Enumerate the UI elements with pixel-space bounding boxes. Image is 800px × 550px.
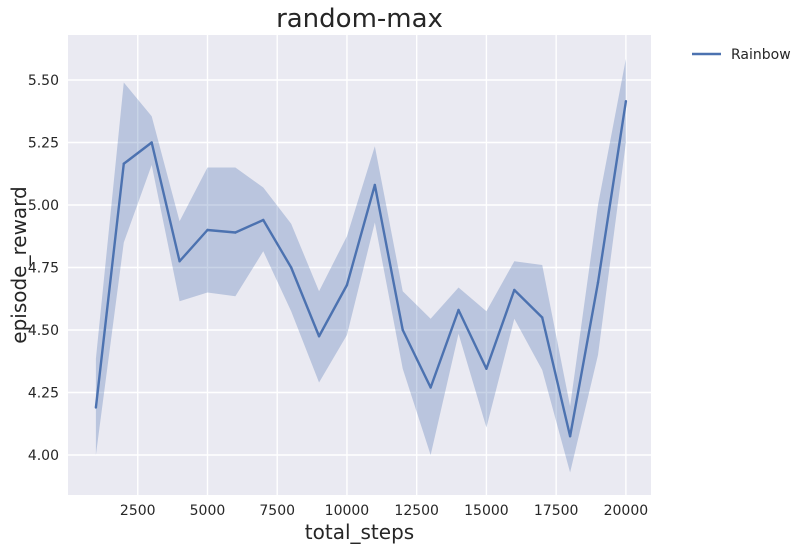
series-line-rainbow	[94, 101, 628, 438]
data-point	[345, 283, 349, 287]
x-tick-label: 7500	[259, 503, 295, 519]
y-tick-label: 4.25	[28, 386, 59, 402]
data-point	[596, 281, 600, 284]
confidence-band-rainbow	[95, 58, 626, 473]
data-point	[94, 406, 98, 409]
data-point	[429, 386, 432, 389]
data-point	[568, 435, 572, 438]
data-point	[457, 308, 460, 312]
chart-title: random-max	[276, 4, 443, 34]
data-point	[624, 100, 628, 103]
data-point	[289, 266, 293, 269]
data-point	[541, 316, 544, 319]
y-tick-label: 5.00	[28, 198, 59, 214]
x-axis-label: total_steps	[305, 520, 414, 544]
x-tick-label: 10000	[325, 503, 370, 519]
data-point	[317, 335, 321, 338]
data-point	[234, 231, 237, 234]
x-tick-label: 2500	[120, 503, 156, 519]
x-tick-label: 12500	[394, 503, 439, 519]
data-point	[122, 162, 125, 165]
data-point	[150, 141, 153, 144]
x-gridlines	[137, 35, 627, 495]
y-tick-labels: 4.00 4.25 4.50 4.75 5.00 5.25 5.50	[28, 73, 59, 464]
y-tick-label: 4.50	[28, 323, 59, 339]
data-point	[513, 288, 516, 292]
data-point	[373, 183, 377, 187]
y-tick-label: 5.25	[28, 136, 59, 152]
y-tick-label: 4.00	[28, 448, 59, 464]
data-point	[206, 228, 209, 232]
y-axis-label: episode_reward	[7, 186, 31, 343]
legend-label-rainbow: Rainbow	[731, 47, 791, 63]
y-gridlines	[68, 79, 651, 456]
x-tick-label: 20000	[604, 503, 649, 519]
confidence-bands	[95, 58, 626, 473]
data-point	[178, 260, 181, 263]
data-point	[485, 367, 488, 370]
x-tick-label: 15000	[464, 503, 509, 519]
y-tick-label: 5.50	[28, 73, 59, 89]
series-lines	[94, 100, 628, 438]
data-point	[262, 218, 265, 222]
x-tick-labels: 2500 5000 7500 10000 12500 15000 17500 20000	[120, 503, 648, 519]
plot-area	[68, 35, 651, 495]
legend: Rainbow	[692, 47, 791, 63]
data-point	[401, 328, 404, 332]
y-tick-label: 4.75	[28, 261, 59, 277]
x-tick-label: 17500	[534, 503, 579, 519]
x-tick-label: 5000	[190, 503, 226, 519]
